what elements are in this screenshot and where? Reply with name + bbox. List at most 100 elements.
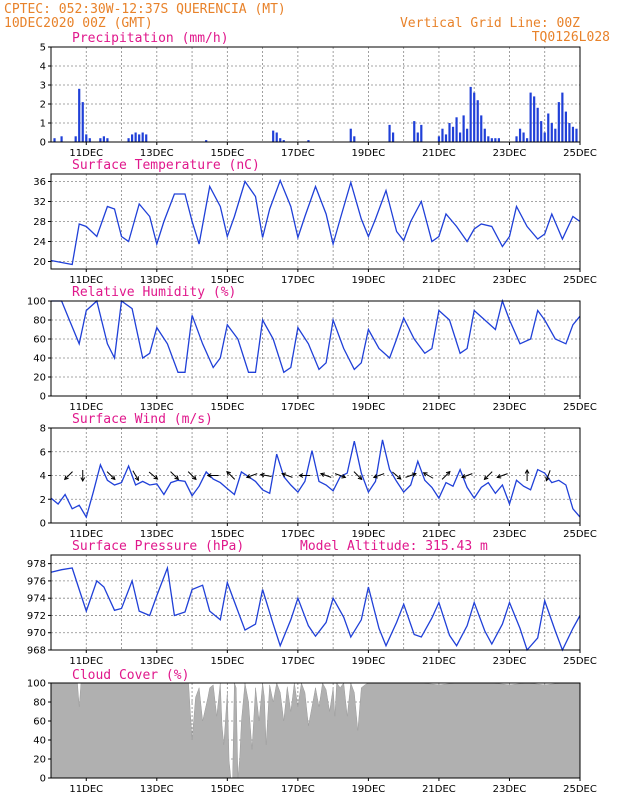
precipitation-bar bbox=[494, 138, 497, 142]
wind-xtick-label: 15DEC bbox=[210, 529, 244, 540]
pressure-panel: 968 970 972 974 976 978 11DEC 13DEC 15DEC 17DEC 19… bbox=[27, 539, 597, 667]
wind-series-line bbox=[50, 439, 581, 519]
pressure-xtick-label: 25DEC bbox=[563, 656, 597, 667]
humidity-ytick-label: 80 bbox=[33, 316, 46, 327]
wind-arrow bbox=[422, 472, 434, 479]
precipitation-bar bbox=[145, 134, 148, 142]
precipitation-xtick-label: 15DEC bbox=[210, 148, 244, 159]
header-model-code: TQ0126L028 bbox=[532, 30, 610, 45]
precipitation-bar bbox=[564, 111, 567, 142]
pressure-xtick-label: 21DEC bbox=[422, 656, 456, 667]
pressure-xtick-label: 23DEC bbox=[493, 656, 527, 667]
humidity-panel: 0 20 40 60 80 100 11DEC 13DEC 15DEC 17DEC 19DEC 21D… bbox=[27, 285, 597, 413]
wind-arrow bbox=[148, 471, 159, 480]
wind-ytick-label: 6 bbox=[40, 447, 46, 458]
precipitation-bar bbox=[444, 134, 448, 142]
temperature-ytick-label: 20 bbox=[33, 257, 46, 268]
precipitation-bar bbox=[81, 102, 84, 142]
precipitation-bar bbox=[391, 132, 395, 142]
pressure-xtick-label: 19DEC bbox=[352, 656, 386, 667]
wind-arrow bbox=[106, 471, 116, 481]
header-run-date: 10DEC2020 00Z (GMT) bbox=[4, 16, 153, 31]
wind-ytick-label: 0 bbox=[40, 519, 46, 530]
precipitation-bar bbox=[455, 117, 458, 142]
precipitation-xtick-label: 17DEC bbox=[281, 148, 315, 159]
pressure-xtick-label: 15DEC bbox=[210, 656, 244, 667]
humidity-xtick-label: 23DEC bbox=[493, 402, 527, 413]
precipitation-bar bbox=[568, 123, 571, 142]
precipitation-bar bbox=[533, 96, 536, 142]
wind-xtick-label: 13DEC bbox=[140, 529, 174, 540]
temperature-xtick-label: 21DEC bbox=[422, 275, 456, 286]
humidity-xtick-label: 21DEC bbox=[422, 402, 456, 413]
precipitation-bar bbox=[550, 123, 553, 142]
cloud-ytick-label: 40 bbox=[33, 736, 46, 747]
wind-ytick-label: 8 bbox=[40, 424, 46, 435]
temperature-ytick-label: 32 bbox=[33, 197, 46, 208]
precipitation-bar bbox=[413, 121, 416, 142]
precipitation-bar bbox=[272, 130, 275, 142]
precipitation-bar bbox=[462, 115, 465, 142]
wind-arrow bbox=[259, 472, 272, 478]
precipitation-bar bbox=[557, 102, 560, 142]
humidity-xtick-label: 11DEC bbox=[69, 402, 103, 413]
wind-arrow bbox=[80, 470, 86, 483]
temperature-ytick-label: 24 bbox=[33, 237, 46, 248]
precipitation-bar bbox=[416, 132, 419, 142]
precipitation-bar bbox=[469, 86, 472, 142]
precipitation-bar bbox=[279, 138, 282, 142]
precipitation-bar bbox=[522, 132, 525, 142]
temperature-xtick-label: 11DEC bbox=[69, 275, 103, 286]
wind-arrow bbox=[392, 471, 402, 480]
precipitation-bar bbox=[388, 124, 391, 142]
temperature-xtick-label: 13DEC bbox=[140, 275, 174, 286]
precipitation-bar bbox=[102, 136, 105, 142]
pressure-series-line bbox=[50, 565, 581, 652]
precipitation-bar bbox=[53, 138, 56, 142]
cloud-xtick-label: 13DEC bbox=[140, 784, 174, 795]
humidity-xtick-label: 19DEC bbox=[352, 402, 386, 413]
precipitation-ytick-label: 4 bbox=[40, 62, 46, 73]
wind-xtick-label: 23DEC bbox=[493, 529, 527, 540]
temperature-title: Surface Temperature (nC) bbox=[72, 158, 260, 173]
precipitation-bar bbox=[441, 128, 444, 142]
wind-arrow bbox=[281, 472, 293, 478]
humidity-frame bbox=[50, 300, 581, 397]
wind-arrow bbox=[319, 472, 332, 478]
temperature-ytick-label: 28 bbox=[33, 217, 46, 228]
cloud-ytick-label: 60 bbox=[33, 717, 46, 728]
precipitation-ytick-label: 5 bbox=[40, 43, 46, 54]
wind-arrow bbox=[372, 473, 385, 479]
precipitation-bar bbox=[466, 128, 469, 142]
precipitation-xtick-label: 21DEC bbox=[422, 148, 456, 159]
temperature-xtick-label: 25DEC bbox=[563, 275, 597, 286]
temperature-xtick-label: 15DEC bbox=[210, 275, 244, 286]
precipitation-xtick-label: 11DEC bbox=[69, 148, 103, 159]
humidity-ytick-label: 0 bbox=[40, 392, 46, 403]
precipitation-bar bbox=[106, 138, 109, 142]
cloud-xtick-label: 19DEC bbox=[352, 784, 386, 795]
precipitation-bar bbox=[575, 128, 578, 142]
precipitation-bar bbox=[515, 136, 518, 142]
temperature-panel: 20 24 28 32 36 11DEC 13DEC 15DEC 17DEC 19DEC 21DEC… bbox=[33, 158, 597, 286]
precipitation-bar bbox=[518, 128, 522, 142]
wind-xtick-label: 25DEC bbox=[563, 529, 597, 540]
temperature-xtick-label: 19DEC bbox=[352, 275, 386, 286]
wind-arrow bbox=[460, 473, 473, 479]
pressure-ytick-label: 976 bbox=[27, 576, 46, 587]
wind-arrow bbox=[245, 473, 258, 479]
precipitation-bar bbox=[85, 134, 88, 142]
wind-xtick-label: 21DEC bbox=[422, 529, 456, 540]
precipitation-bar bbox=[490, 138, 493, 142]
wind-arrow bbox=[298, 473, 311, 478]
precipitation-bar bbox=[275, 132, 278, 142]
wind-arrow bbox=[206, 473, 219, 478]
precipitation-ytick-label: 1 bbox=[40, 119, 46, 130]
cloud-panel: 0 20 40 60 80 100 11DEC 13DEC 15DEC 17DEC 19DEC 21D… bbox=[27, 668, 597, 795]
precipitation-bar bbox=[476, 100, 479, 142]
cloud-xtick-label: 15DEC bbox=[210, 784, 244, 795]
precipitation-bar bbox=[420, 124, 423, 142]
precipitation-bar bbox=[60, 136, 63, 142]
wind-ytick-label: 4 bbox=[40, 471, 46, 482]
humidity-title: Relative Humidity (%) bbox=[72, 285, 236, 300]
